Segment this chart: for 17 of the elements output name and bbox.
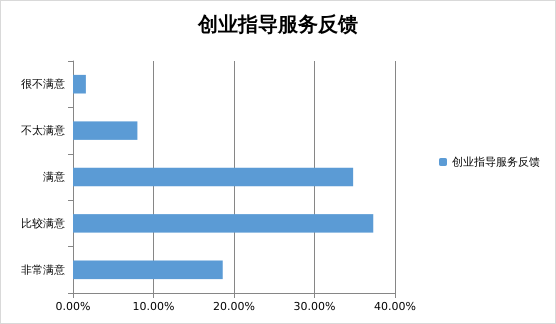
bar — [73, 260, 223, 280]
chart-title: 创业指导服务反馈 — [197, 12, 358, 36]
x-tick-label: 40.00% — [374, 300, 416, 313]
y-tick-label: 非常满意 — [21, 263, 65, 276]
bar — [73, 214, 374, 233]
y-tick-label: 满意 — [43, 170, 65, 184]
y-tick-label: 很不满意 — [21, 78, 65, 91]
bar — [73, 74, 86, 94]
bar — [73, 168, 354, 186]
x-tick-label: 30.00% — [294, 300, 336, 313]
legend-label: 创业指导服务反馈 — [452, 156, 540, 168]
x-tick-label: 10.00% — [132, 300, 174, 313]
bar — [73, 121, 138, 140]
y-tick-label: 比较满意 — [21, 216, 65, 230]
x-tick-label: 0.00% — [56, 300, 90, 313]
y-tick-label: 不太满意 — [21, 124, 65, 138]
x-tick-label: 20.00% — [213, 300, 255, 313]
